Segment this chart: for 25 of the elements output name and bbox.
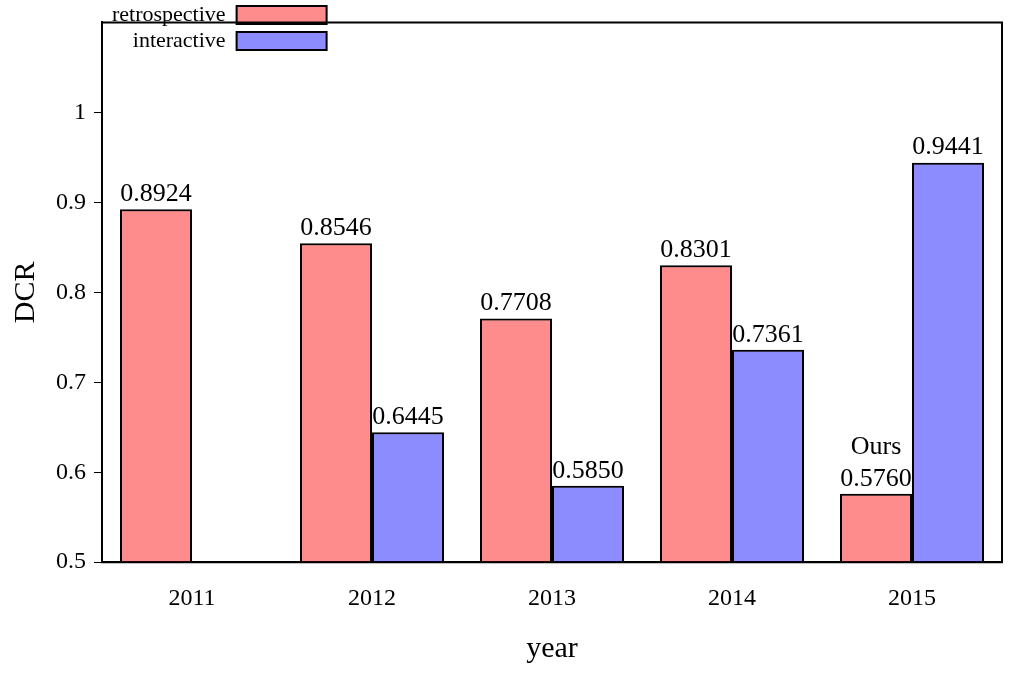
text: 0.5760 [840, 462, 912, 492]
text: 0.7361 [732, 318, 804, 348]
y-tick-label: 0.7 [56, 367, 86, 394]
y-axis-title: DCR [6, 261, 40, 324]
y-tick-label: 1 [74, 97, 86, 124]
text: 0.7708 [480, 287, 552, 317]
x-axis-title: year [526, 629, 578, 663]
x-tick-label: 2011 [168, 583, 216, 610]
y-tick-label: 0.9 [56, 187, 86, 214]
x-tick-label: 2014 [708, 583, 756, 610]
y-tick-label: 0.5 [56, 547, 86, 574]
text: 0.8924 [120, 178, 192, 207]
text: 0.8546 [300, 212, 372, 242]
x-tick-label: 2012 [348, 583, 396, 610]
text: 0.9441 [912, 131, 984, 161]
legend-label: interactive [132, 26, 226, 52]
annotation: Ours [850, 430, 902, 460]
y-tick-label: 0.6 [56, 457, 86, 484]
x-tick-label: 2013 [528, 583, 576, 610]
text: 0.8301 [660, 234, 732, 264]
x-tick-label: 2015 [888, 583, 936, 610]
y-tick-label: 0.8 [56, 277, 86, 304]
text: 0.6445 [372, 401, 444, 431]
legend-label: retrospective [112, 0, 226, 26]
text: 0.5850 [552, 454, 624, 484]
